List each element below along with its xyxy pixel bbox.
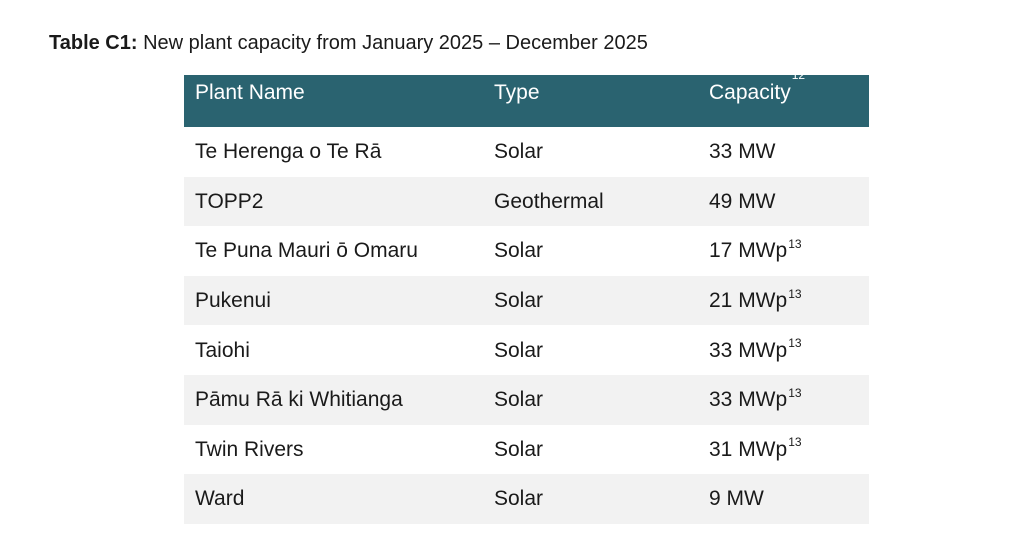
cell-plant-name: Te Puna Mauri ō Omaru <box>195 239 418 263</box>
capacity-value: 33 MW <box>709 140 776 164</box>
capacity-value: 9 MW <box>709 487 764 511</box>
capacity-value: 17 MWp <box>709 239 788 263</box>
caption-label: Table C1: <box>49 32 138 54</box>
table-row: Pukenui Solar 21 MWp 13 <box>184 275 869 326</box>
table-row: Te Herenga o Te Rā Solar 33 MW <box>184 127 869 177</box>
cell-type: Solar <box>494 487 544 511</box>
table-row: Pāmu Rā ki Whitianga Solar 33 MWp 13 <box>184 374 869 425</box>
cell-type: Geothermal <box>494 189 604 213</box>
cell-type: Solar <box>494 437 544 461</box>
cell-plant-name: Pāmu Rā ki Whitianga <box>195 388 403 412</box>
cell-plant-name: Taiohi <box>195 338 250 362</box>
table-row: Ward Solar 9 MW <box>184 474 869 524</box>
capacity-value: 31 MWp <box>709 437 788 461</box>
capacity-value: 21 MWp <box>709 289 788 313</box>
header-plant-name: Plant Name <box>184 75 483 127</box>
cell-capacity: 9 MW <box>698 474 869 524</box>
cell-type: Solar <box>494 289 544 313</box>
header-plant-name-label: Plant Name <box>195 81 305 104</box>
cell-plant-name: Pukenui <box>195 289 271 313</box>
table-row: Te Puna Mauri ō Omaru Solar 17 MWp 13 <box>184 226 869 276</box>
cell-capacity: 17 MWp 13 <box>709 236 802 263</box>
table-header-row: Plant Name Type Capacity 12 <box>184 68 869 127</box>
cell-capacity: 33 MWp 13 <box>709 385 802 412</box>
header-type-label: Type <box>494 81 540 104</box>
cell-capacity: 49 MW <box>698 177 869 227</box>
table-row: Taiohi Solar 33 MWp 13 <box>184 325 869 375</box>
cell-plant-name: Ward <box>195 487 245 511</box>
table-caption: Table C1: New plant capacity from Januar… <box>49 31 648 55</box>
plant-capacity-table: Plant Name Type Capacity 12 Te Herenga o … <box>184 68 869 524</box>
cell-plant-name: Te Herenga o Te Rā <box>195 140 382 164</box>
capacity-value: 33 MWp <box>709 388 788 412</box>
cell-type: Solar <box>494 388 544 412</box>
cell-type: Solar <box>494 239 544 263</box>
cell-capacity: 33 MWp 13 <box>709 336 802 362</box>
cell-type: Solar <box>494 338 544 362</box>
header-capacity: Capacity 12 <box>709 68 806 104</box>
caption-text: New plant capacity from January 2025 – D… <box>143 32 648 54</box>
cell-capacity: 31 MWp 13 <box>709 435 802 461</box>
table-row: Twin Rivers Solar 31 MWp 13 <box>184 424 869 475</box>
header-type: Type <box>483 75 698 127</box>
table-row: TOPP2 Geothermal 49 MW <box>184 176 869 227</box>
cell-capacity: 33 MW <box>698 127 869 177</box>
cell-type: Solar <box>494 140 544 164</box>
capacity-value: 33 MWp <box>709 338 788 362</box>
header-capacity-label: Capacity <box>709 81 791 104</box>
capacity-value: 49 MW <box>709 189 776 213</box>
cell-capacity: 21 MWp 13 <box>709 286 802 313</box>
cell-plant-name: TOPP2 <box>195 189 264 213</box>
cell-plant-name: Twin Rivers <box>195 437 304 461</box>
